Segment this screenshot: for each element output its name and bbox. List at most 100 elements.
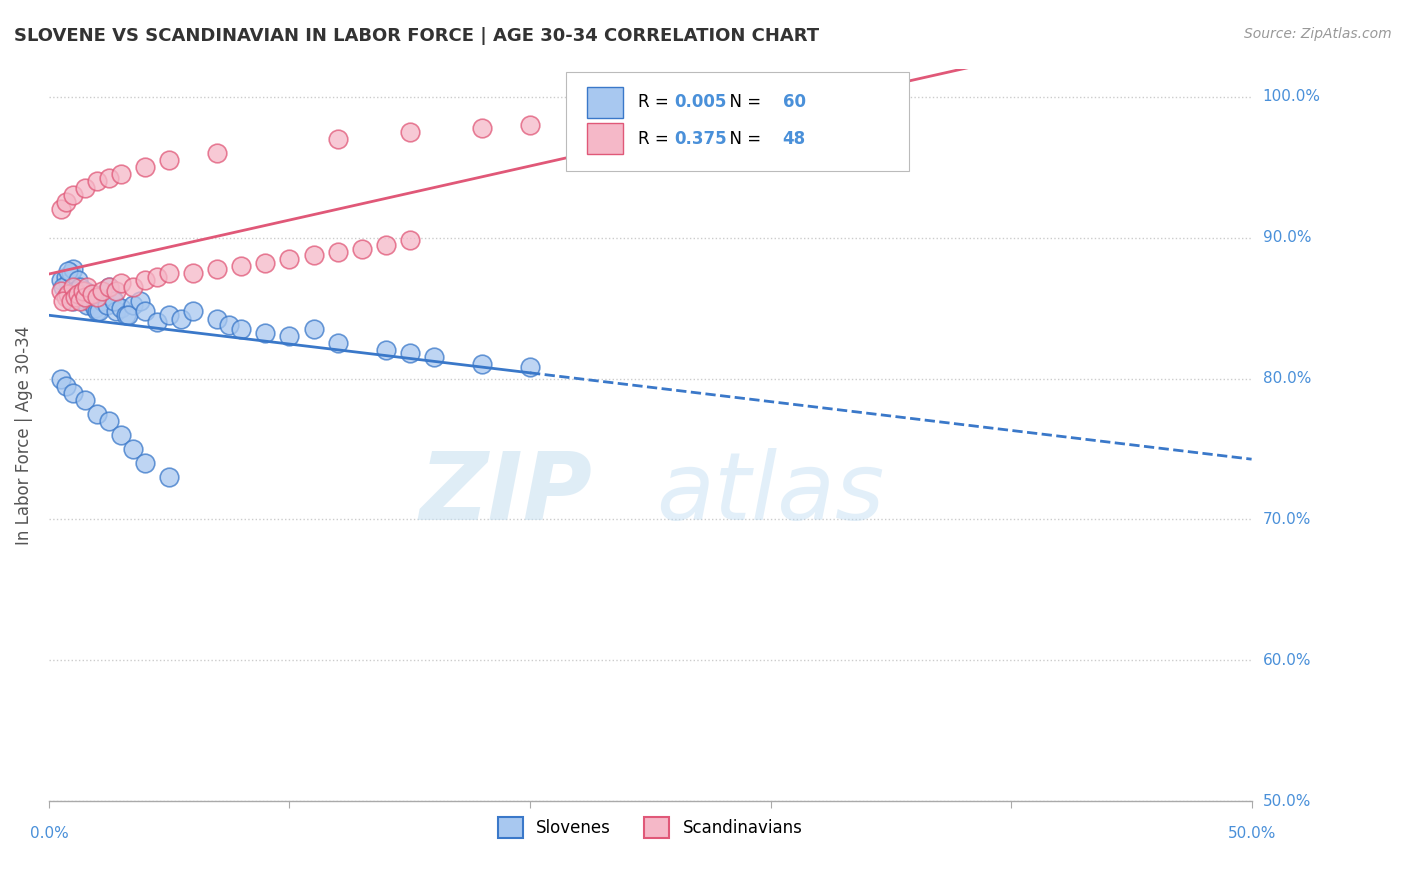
Text: Source: ZipAtlas.com: Source: ZipAtlas.com [1244,27,1392,41]
Point [157,308,180,322]
Point [103,293,125,308]
Y-axis label: In Labor Force | Age 30-34: In Labor Force | Age 30-34 [15,326,32,544]
Point [82,287,104,301]
Point [62,280,84,294]
Point [398,234,420,248]
Point [146,315,169,329]
Point [134,160,156,174]
Point [86,304,108,318]
Text: 50.0%: 50.0% [1263,794,1310,809]
Point [96,298,118,312]
Point [134,273,156,287]
Point [115,308,138,322]
Point [98,414,121,428]
Point [73,181,96,195]
Point [122,280,145,294]
Point [62,188,84,202]
Point [49,202,72,217]
Point [122,442,145,456]
Point [207,146,229,161]
Text: N =: N = [718,130,766,148]
Point [231,322,253,336]
Point [105,284,128,298]
Point [326,132,349,146]
Point [207,261,229,276]
Point [218,318,240,332]
Point [73,284,96,298]
Point [62,261,84,276]
Point [66,287,89,301]
Legend: Slovenes, Scandinavians: Slovenes, Scandinavians [491,811,810,845]
Point [117,308,139,322]
Text: 60: 60 [783,94,806,112]
Bar [586,87,623,118]
Point [65,290,87,304]
Point [110,428,132,442]
Point [93,287,115,301]
Point [98,280,121,294]
Point [73,293,96,307]
Point [519,360,541,375]
Point [76,280,98,294]
Point [374,237,396,252]
Point [134,456,156,470]
Point [72,284,94,298]
Point [181,304,204,318]
Point [55,195,77,210]
Text: 50.0%: 50.0% [1227,826,1275,841]
Point [326,336,349,351]
Point [69,293,91,308]
Point [69,280,91,294]
Text: N =: N = [718,94,766,112]
Point [58,264,80,278]
Point [90,284,112,298]
Point [72,287,94,301]
Point [98,171,121,186]
Text: ZIP: ZIP [419,448,592,540]
Point [89,304,111,318]
Point [82,290,104,304]
Point [66,273,89,287]
Text: 0.375: 0.375 [675,130,727,148]
Point [100,290,122,304]
Point [110,167,132,181]
Point [62,293,84,308]
Text: SLOVENE VS SCANDINAVIAN IN LABOR FORCE | AGE 30-34 CORRELATION CHART: SLOVENE VS SCANDINAVIAN IN LABOR FORCE |… [14,27,820,45]
Text: 48: 48 [783,130,806,148]
Text: 90.0%: 90.0% [1263,230,1312,245]
Point [254,256,277,270]
Point [134,304,156,318]
Text: atlas: atlas [657,448,884,539]
Point [157,153,180,168]
Point [350,242,373,256]
Point [58,287,80,301]
Point [105,304,128,318]
Point [83,301,105,315]
Text: 0.005: 0.005 [675,94,727,112]
Point [471,120,494,135]
Point [59,266,82,280]
Point [49,284,72,298]
Point [66,290,89,304]
Point [110,276,132,290]
Point [98,280,121,294]
Point [58,276,80,290]
Point [49,371,72,385]
Point [73,392,96,407]
Text: 0.0%: 0.0% [30,826,69,841]
Text: 100.0%: 100.0% [1263,89,1320,104]
Point [49,273,72,287]
Point [519,118,541,132]
Point [157,266,180,280]
Point [207,312,229,326]
Point [73,290,96,304]
Point [254,326,277,341]
Point [278,329,301,343]
Point [52,280,75,294]
Point [326,244,349,259]
Point [62,385,84,400]
Point [302,247,325,261]
Point [122,298,145,312]
Text: R =: R = [638,94,675,112]
Text: 60.0%: 60.0% [1263,653,1312,668]
